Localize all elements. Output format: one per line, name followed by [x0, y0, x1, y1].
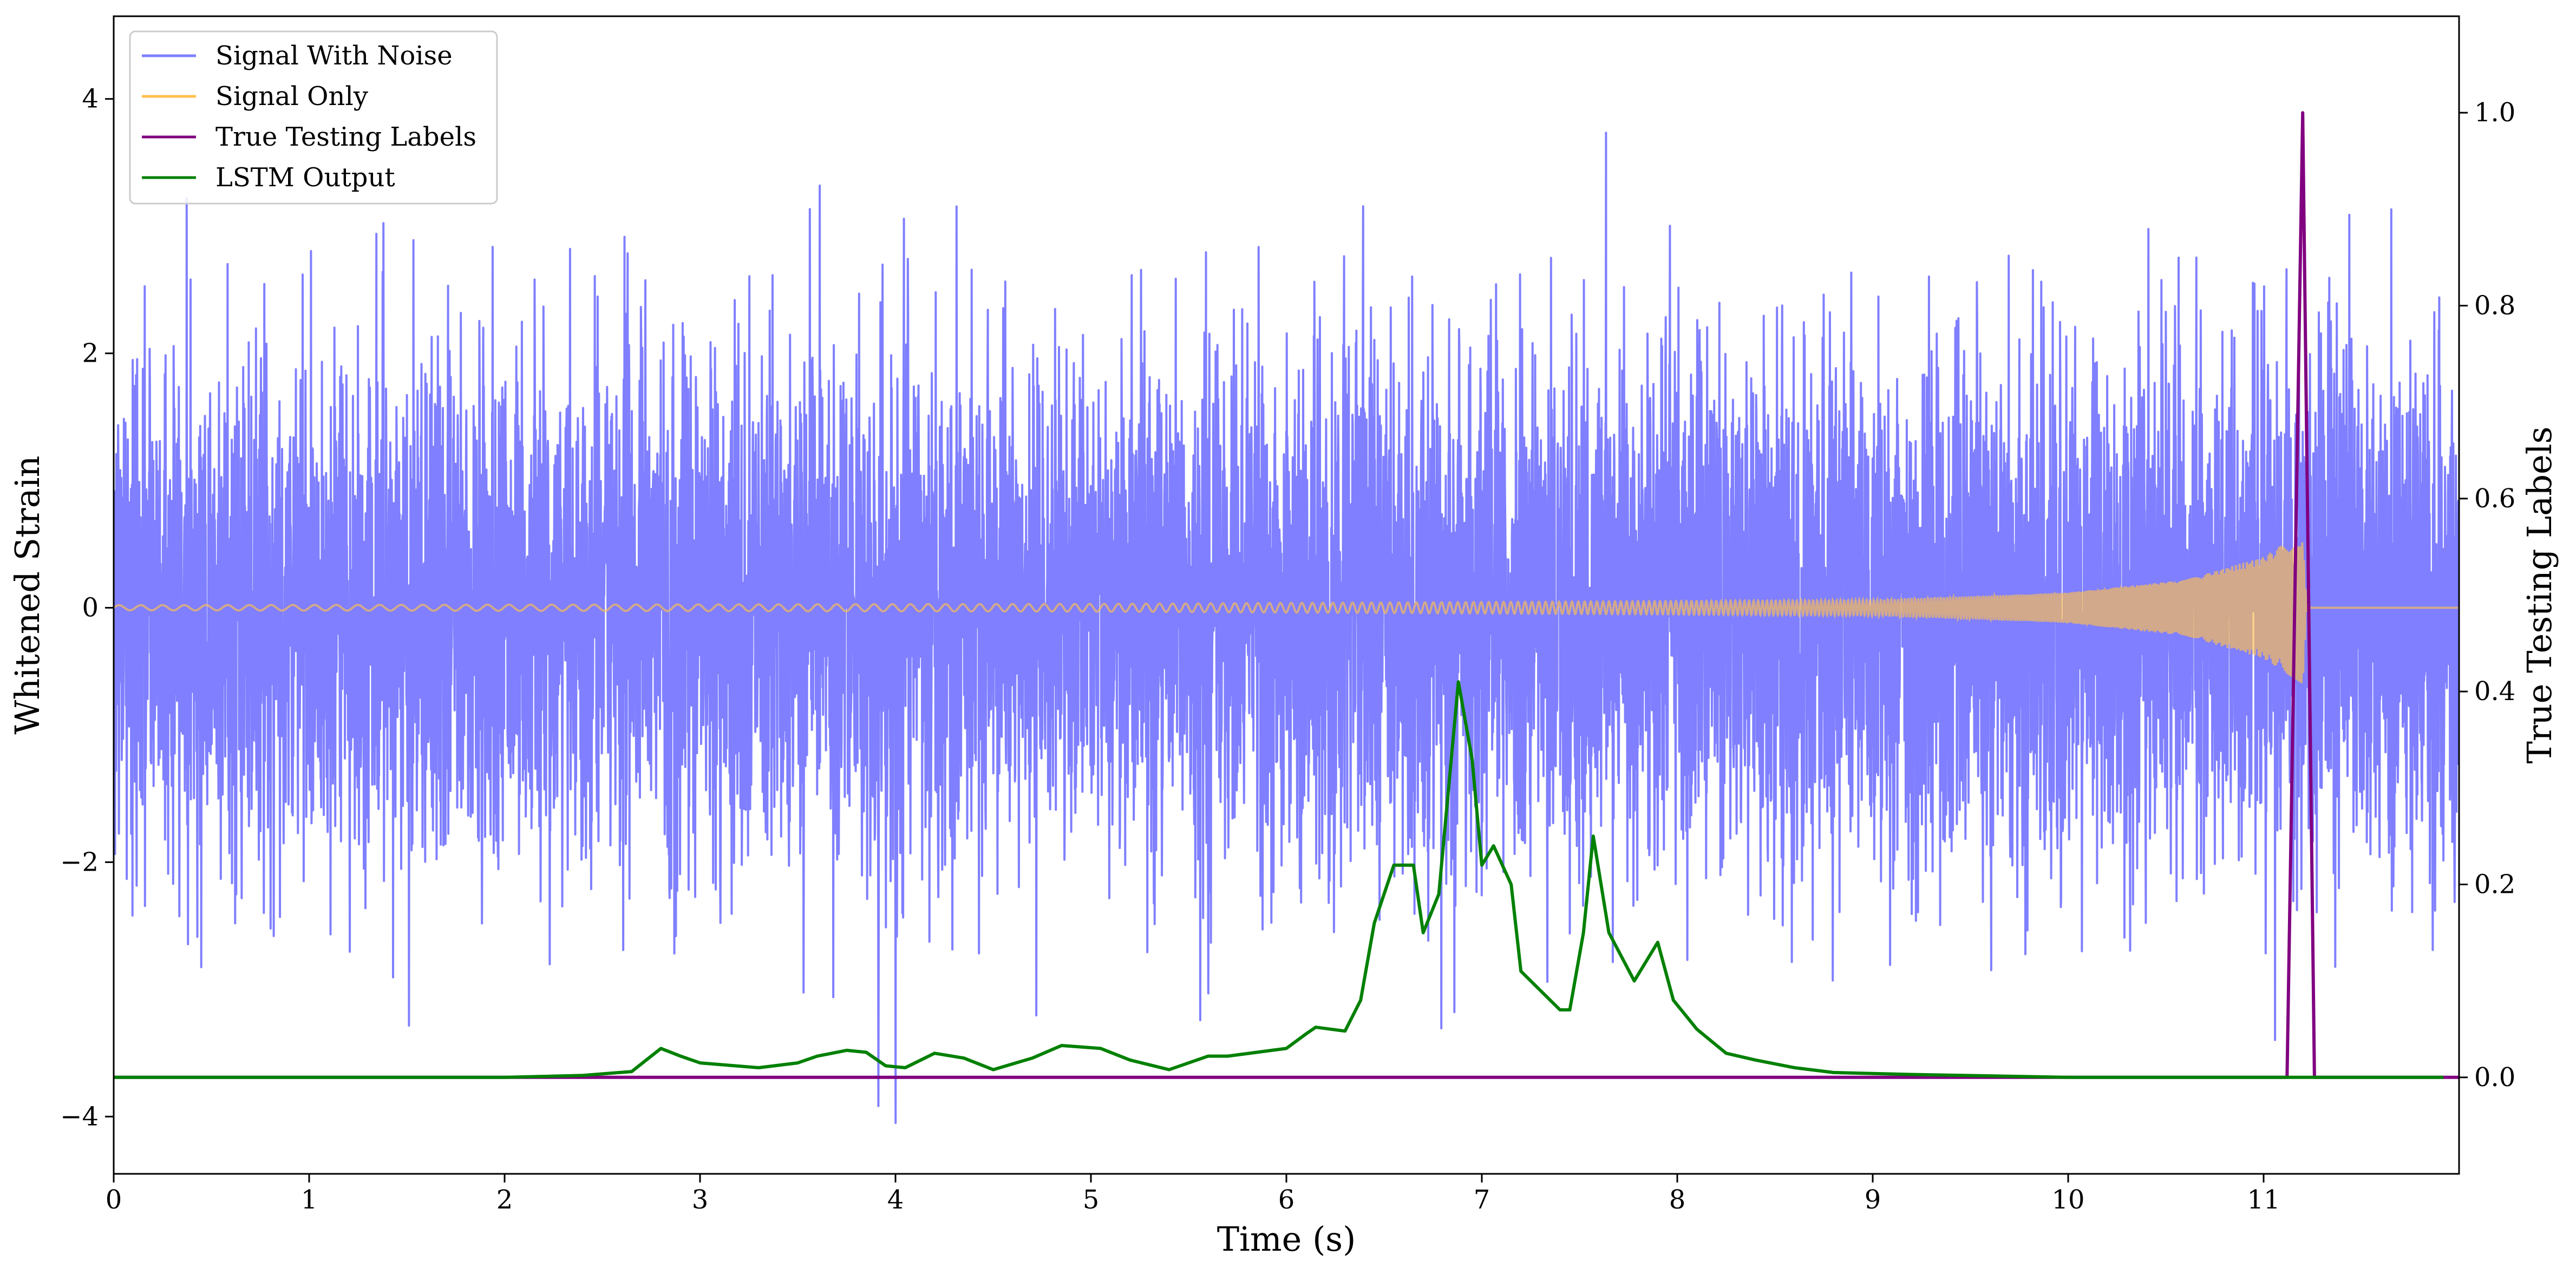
legend-item-true-testing-labels: True Testing Labels: [142, 122, 476, 152]
legend-label: True Testing Labels: [215, 122, 476, 152]
legend-label: LSTM Output: [215, 162, 395, 193]
x-tick-label: 8: [1669, 1185, 1686, 1215]
signal-with-noise-path: [114, 132, 2459, 1124]
y-right-tick-label: 0.4: [2474, 676, 2515, 707]
x-tick-label: 2: [496, 1185, 513, 1215]
x-tick-label: 11: [2247, 1185, 2280, 1215]
legend-item-lstm-output: LSTM Output: [142, 162, 395, 193]
y-axis-right-label: True Testing Labels: [2520, 427, 2559, 764]
legend-item-signal-only: Signal Only: [142, 81, 368, 112]
y-right-tick-label: 0.2: [2474, 870, 2515, 900]
y-left-tick-label: −4: [60, 1101, 99, 1132]
x-tick-label: 3: [692, 1185, 709, 1215]
y-right-tick-label: 0.8: [2474, 291, 2515, 321]
legend-label: Signal With Noise: [215, 41, 453, 71]
legend: Signal With Noise Signal Only True Testi…: [129, 30, 498, 205]
lstm-output-line: [114, 680, 2444, 1079]
y-left-tick-label: 2: [82, 338, 99, 369]
y-axis-right: 0.0 0.2 0.4 0.6 0.8 1.0: [2459, 97, 2515, 1093]
x-tick-label: 1: [301, 1185, 318, 1215]
y-right-tick-label: 0.0: [2474, 1062, 2515, 1093]
x-axis-label: Time (s): [1217, 1219, 1356, 1259]
x-tick-label: 10: [2051, 1185, 2084, 1215]
x-tick-label: 9: [1865, 1185, 1881, 1215]
legend-item-signal-with-noise: Signal With Noise: [142, 41, 453, 71]
x-tick-label: 7: [1474, 1185, 1490, 1215]
signal-only-line: [114, 542, 2459, 683]
signal-only-path: [114, 542, 2459, 683]
x-axis: 0 1 2 3 4 5 6 7 8 9 10 11: [106, 1174, 2280, 1215]
lstm-output-path: [114, 680, 2444, 1079]
y-right-tick-label: 0.6: [2474, 484, 2515, 514]
legend-label: Signal Only: [215, 81, 368, 112]
x-tick-label: 4: [887, 1185, 904, 1215]
y-right-tick-label: 1.0: [2474, 97, 2515, 128]
x-tick-label: 5: [1083, 1185, 1100, 1215]
y-axis-left-label: Whitened Strain: [8, 456, 47, 735]
x-tick-label: 0: [106, 1185, 122, 1215]
plot-area: [114, 111, 2459, 1124]
x-tick-label: 6: [1278, 1185, 1295, 1215]
y-axis-left: −4 −2 0 2 4: [60, 84, 114, 1132]
signal-with-noise-line: [114, 132, 2459, 1124]
y-left-tick-label: 4: [82, 84, 99, 114]
y-left-tick-label: −2: [60, 847, 99, 877]
y-left-tick-label: 0: [82, 592, 99, 623]
